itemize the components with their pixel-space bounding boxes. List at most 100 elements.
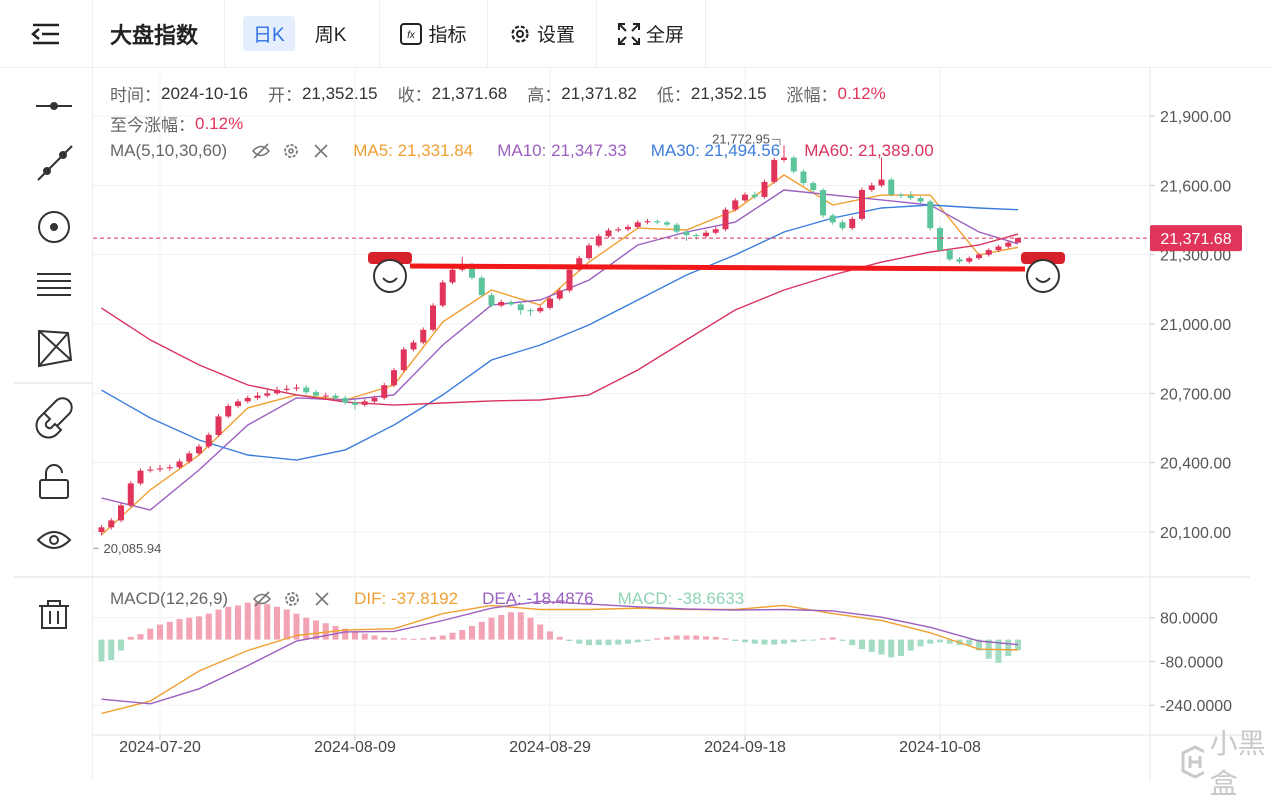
drawing-handle [368,252,412,293]
settings-icon[interactable] [282,590,302,608]
macd-legend: MACD(12,26,9) DIF: -37.8192 DEA: -18.4876… [110,589,744,609]
close-icon[interactable] [311,142,331,160]
macd-bar [839,639,846,641]
tool-icons [14,102,92,629]
chart: 20,100.00 20,400.00 20,700.00 21,000.00 21,3… [93,68,1250,781]
candle-body [800,171,807,184]
info-value: 0.12% [195,113,244,133]
macd-bar [722,638,729,640]
macd-bar [205,613,212,640]
ma-legend-item: MA10: 21,347.33 [497,141,627,160]
macd-bar [303,617,310,640]
y-tick-label: 21,600.00 [1160,178,1231,195]
day-k-button[interactable]: 日K [243,16,295,51]
tool-magnet[interactable] [35,397,73,439]
x-tick-label: 2024-09-18 [704,739,786,756]
gear-icon [511,24,529,43]
candle-body [790,157,797,172]
candle-body [469,265,475,278]
tool-parallel-lines[interactable] [37,273,71,296]
macd-bar [449,632,456,640]
candle-body [449,269,456,283]
menu-toggle[interactable] [0,0,93,68]
candle-body [391,370,397,386]
ma-legend-item: MA60: 21,389.00 [804,141,934,160]
macd-bar [693,635,700,640]
y-tick-label: 20,700.00 [1160,386,1231,403]
tool-delete[interactable] [39,600,69,629]
macd-bar [615,639,622,645]
macd-bar [703,636,709,640]
handle-face [1026,259,1060,293]
x-tick-label: 2024-10-08 [899,739,981,756]
settings-icon[interactable] [281,142,301,160]
week-k-button[interactable]: 周K [314,25,347,46]
macd-bar [625,639,631,644]
candle-body [868,185,875,190]
tool-polygon[interactable] [38,329,73,368]
candle-body [118,505,124,521]
macd-bar [937,639,943,643]
candle-body [595,236,602,246]
macd-bar [186,617,193,640]
macd-line [101,600,1019,705]
macd-bar [430,636,436,640]
tool-circle[interactable] [38,211,70,243]
tool-lock[interactable] [39,464,69,499]
macd-bar [371,635,378,640]
info-value: 21,371.82 [561,83,637,103]
macd-bar [654,638,661,640]
candle-body [215,416,222,435]
tool-eye[interactable] [36,531,72,549]
macd-bar [644,639,651,641]
fullscreen-button[interactable]: 全屏 [608,16,694,51]
y-tick-label: -80.0000 [1160,654,1223,671]
hide-icon[interactable] [251,142,271,160]
candle-body [654,221,661,223]
candle-body [771,159,778,182]
candle-body [956,259,963,262]
macd-bar [98,639,105,662]
left-toolbar [0,68,93,781]
macd-bar [332,625,339,640]
macd-bar [586,639,592,646]
candle-body [712,229,719,233]
macd-bar [976,639,982,651]
tool-trend-line[interactable] [37,145,73,181]
handle-bandana [1021,252,1065,264]
tool-horizontal-line[interactable] [36,102,72,110]
settings-button[interactable]: 设置 [499,16,585,51]
candle-body [888,179,895,195]
candle-body [1005,242,1012,247]
macd-bar [595,639,602,646]
candle-body [664,222,670,225]
candle-body [878,179,885,186]
candle-body [254,395,261,398]
macd-bar [283,609,290,640]
macd-bar [361,633,368,640]
hide-icon[interactable] [252,590,272,608]
top-toolbar: 大盘指数 日K 周K fx 指标 设置 全屏 [0,0,1273,68]
handle-face [373,259,407,293]
candle-body [683,231,690,236]
macd-bar [235,605,241,640]
candle-body [556,290,563,299]
close-icon[interactable] [312,590,332,608]
macd-bar [478,621,485,640]
svg-text:fx: fx [408,30,417,41]
macd-bar [508,612,514,640]
candle-body [225,406,232,417]
x-tick-label: 2024-08-29 [509,739,591,756]
macd-legend-item: MACD: -38.6633 [617,589,745,608]
macd-bar [790,639,797,643]
settings-item: 设置 [488,0,597,68]
candle-body [303,387,310,393]
macd-bar [576,639,583,644]
watermark-text: 小黑盒 [1209,728,1266,799]
candle-body [293,387,300,389]
indicator-button[interactable]: fx 指标 [390,16,476,51]
macd-bar [634,639,641,643]
macd-bar [254,601,261,640]
macd-bar [459,630,466,640]
macd-bar [244,602,251,640]
